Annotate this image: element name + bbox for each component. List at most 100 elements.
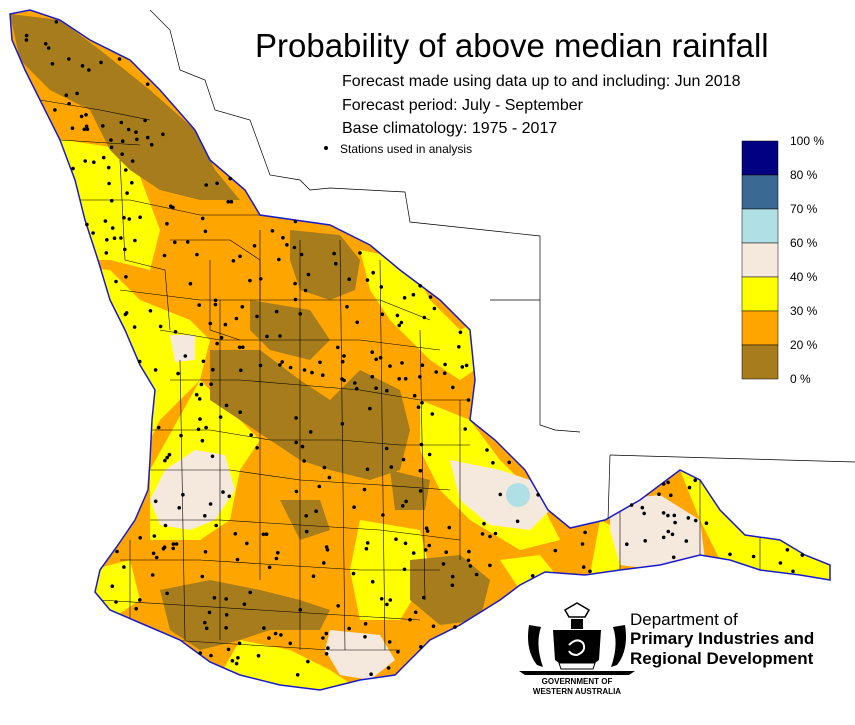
station-dot: [201, 359, 206, 364]
station-dot: [311, 574, 316, 578]
station-dot: [43, 42, 48, 46]
station-dot: [122, 215, 126, 220]
outer-boundaries: [149, 9, 855, 521]
station-dot: [161, 546, 166, 551]
station-dot: [625, 542, 629, 546]
station-dot: [785, 548, 790, 552]
station-dot: [173, 240, 177, 245]
station-dot: [480, 532, 485, 536]
station-dot: [298, 312, 303, 316]
station-dot: [363, 635, 367, 639]
station-dot: [293, 219, 298, 224]
station-dot: [370, 350, 375, 355]
station-dot: [389, 465, 394, 469]
station-dot: [464, 363, 469, 368]
station-dot: [482, 521, 486, 526]
station-dot: [123, 312, 128, 317]
station-dot: [276, 550, 280, 555]
station-dot: [293, 297, 298, 302]
station-dot: [629, 503, 634, 507]
station-dot: [138, 536, 142, 540]
station-dot: [340, 422, 345, 426]
station-dot: [420, 363, 425, 368]
station-dot: [162, 253, 167, 258]
station-dot: [218, 415, 223, 419]
station-dot: [671, 555, 676, 560]
station-dot: [666, 529, 671, 534]
station-dot: [379, 597, 384, 601]
station-dot: [424, 526, 429, 530]
station-dot: [336, 345, 340, 350]
legend-label: 20 %: [790, 338, 818, 352]
legend-label: 70 %: [790, 202, 818, 216]
forecast-period-text: Forecast period: July - September: [342, 97, 584, 114]
station-dot: [643, 539, 647, 543]
station-dot: [261, 532, 266, 537]
station-dot: [380, 312, 385, 317]
station-dot: [204, 626, 209, 631]
station-dot: [231, 259, 236, 263]
legend-swatch: [741, 174, 779, 210]
map-title: Probability of above median rainfall: [255, 27, 769, 64]
station-dot: [388, 598, 393, 602]
station-dot: [536, 493, 540, 497]
station-dot: [340, 359, 345, 364]
station-dot: [115, 549, 119, 554]
legend-label: 0 %: [790, 372, 811, 386]
station-dot: [135, 137, 139, 142]
station-dot: [304, 514, 309, 518]
station-dot: [215, 181, 219, 186]
station-dot: [54, 20, 59, 24]
department-line-2: Primary Industries and: [630, 629, 814, 648]
station-dot: [661, 535, 666, 540]
station-dot: [173, 330, 178, 334]
station-dot: [224, 403, 229, 408]
station-dot: [145, 82, 150, 86]
station-dot: [208, 502, 213, 506]
station-dot: [354, 386, 359, 391]
station-dot: [693, 478, 697, 483]
station-dot: [669, 493, 673, 498]
station-dot: [105, 238, 109, 242]
station-dot: [583, 530, 587, 535]
station-dot: [149, 142, 154, 147]
station-dot: [125, 191, 129, 195]
station-dot: [24, 33, 29, 38]
station-dot: [114, 600, 118, 604]
station-dot: [207, 610, 212, 615]
station-dot: [219, 335, 224, 340]
legend-label: 80 %: [790, 168, 818, 182]
station-dot: [145, 135, 150, 140]
station-dot: [336, 604, 341, 608]
station-dot: [226, 199, 230, 204]
station-dot: [298, 608, 303, 612]
station-dot: [67, 57, 71, 61]
station-dot: [355, 320, 360, 325]
station-dot: [403, 541, 408, 546]
station-dot: [71, 166, 75, 171]
station-dot: [179, 433, 183, 438]
station-dot: [64, 93, 69, 97]
station-dot: [385, 388, 389, 393]
station-dot: [642, 511, 646, 516]
legend-swatch: [741, 208, 779, 244]
station-dot: [138, 215, 142, 219]
station-dot: [215, 341, 219, 346]
station-dot: [427, 452, 432, 457]
station-dot: [256, 653, 261, 658]
station-dot: [368, 406, 372, 411]
station-dot: [210, 454, 215, 459]
station-dot: [171, 542, 176, 546]
station-dot: [109, 145, 114, 150]
station-dot: [498, 492, 503, 497]
station-dot: [281, 235, 285, 240]
station-dot: [134, 606, 138, 611]
station-dot: [778, 561, 783, 565]
station-dot: [306, 659, 310, 664]
station-dot: [221, 490, 225, 494]
station-dot: [165, 591, 169, 596]
station-dot: [553, 548, 558, 553]
station-dot: [418, 284, 423, 288]
station-dot: [83, 159, 87, 163]
